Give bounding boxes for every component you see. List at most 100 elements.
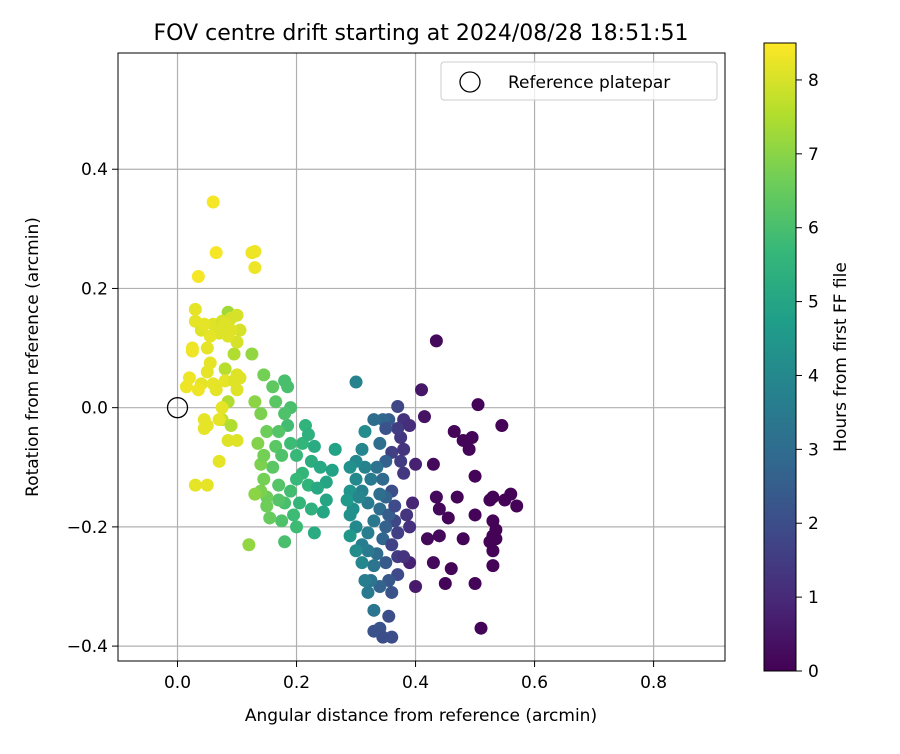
data-point (382, 609, 396, 623)
data-point (257, 448, 271, 462)
data-point (218, 362, 232, 376)
reference-marker (166, 397, 189, 419)
y-tick-label: 0.2 (81, 279, 108, 299)
data-point (370, 460, 384, 474)
data-point (367, 624, 381, 638)
x-tick-label: 0.4 (402, 673, 429, 693)
data-point (510, 499, 524, 513)
colorbar-tick-label: 5 (808, 293, 819, 313)
legend-entry-reference: Reference platepar (508, 73, 670, 93)
data-point (251, 436, 265, 450)
data-point (284, 436, 298, 450)
x-axis-label: Angular distance from reference (arcmin) (245, 706, 597, 726)
data-point (185, 344, 199, 358)
data-point (254, 407, 268, 421)
data-point (358, 425, 372, 439)
data-point (260, 499, 274, 513)
colorbar: 0 1 2 3 4 5 6 7 8 Hours from first FF file (763, 42, 851, 682)
colorbar-tick-label: 2 (808, 514, 819, 534)
data-point (432, 502, 446, 516)
data-point (391, 399, 405, 413)
data-point (263, 511, 277, 525)
data-point (275, 448, 289, 462)
data-point (200, 365, 214, 379)
data-point (290, 448, 304, 462)
data-point (486, 559, 500, 573)
data-point (203, 329, 217, 343)
data-point (486, 544, 500, 558)
data-point (385, 630, 399, 644)
reference-platepar-marker (166, 397, 189, 419)
data-point (462, 442, 476, 456)
data-point (179, 380, 193, 394)
data-point (468, 508, 482, 522)
data-point (406, 496, 420, 510)
data-point (420, 532, 434, 546)
data-point (367, 413, 381, 427)
data-point (498, 493, 512, 507)
data-point (349, 544, 363, 558)
data-point (489, 532, 503, 546)
x-tick-label: 0.0 (164, 673, 191, 693)
plot-area: 0.0 0.2 0.4 0.6 0.8 −0.4 −0.2 0.0 0.2 0.4 (67, 52, 726, 693)
y-axis-label: Rotation from reference (arcmin) (23, 217, 43, 497)
data-point (304, 502, 318, 516)
data-point (391, 526, 405, 540)
data-point (218, 374, 232, 388)
data-point (278, 407, 292, 421)
chart-title: FOV centre drift starting at 2024/08/28 … (154, 21, 689, 46)
colorbar-tick-label: 0 (808, 662, 819, 682)
x-axis-ticks: 0.0 0.2 0.4 0.6 0.8 (164, 661, 667, 693)
data-point (361, 585, 375, 599)
x-tick-label: 0.6 (521, 673, 548, 693)
data-point (206, 195, 220, 209)
data-point (343, 529, 357, 543)
data-point (272, 478, 286, 492)
data-point (367, 559, 381, 573)
data-points (179, 195, 524, 644)
data-point (227, 347, 241, 361)
legend: Reference platepar (440, 61, 718, 101)
data-point (188, 302, 202, 316)
data-point (248, 395, 262, 409)
y-tick-label: 0.0 (81, 399, 108, 419)
data-point (266, 460, 280, 474)
x-tick-label: 0.8 (640, 673, 667, 693)
data-point (474, 621, 488, 635)
data-point (352, 490, 366, 504)
data-point (441, 511, 455, 525)
data-point (450, 490, 464, 504)
data-point (394, 454, 408, 468)
data-point (284, 484, 298, 498)
data-point (391, 422, 405, 436)
data-point (200, 478, 214, 492)
data-point (349, 472, 363, 486)
data-point (212, 413, 226, 427)
data-point (432, 529, 446, 543)
y-tick-label: −0.2 (67, 518, 108, 538)
data-point (224, 419, 238, 433)
y-tick-label: −0.4 (67, 637, 108, 657)
data-point (212, 454, 226, 468)
data-point (403, 520, 417, 534)
y-axis-ticks: −0.4 −0.2 0.0 0.2 0.4 (67, 160, 118, 657)
data-point (355, 556, 369, 570)
colorbar-tick-label: 4 (808, 366, 819, 386)
data-point (230, 308, 244, 322)
data-point (290, 520, 304, 534)
legend-box (440, 61, 718, 101)
data-point (325, 463, 339, 477)
data-point (257, 368, 271, 382)
legend-reference-marker (459, 71, 481, 93)
data-point (343, 508, 357, 522)
data-point (310, 481, 324, 495)
colorbar-tick-label: 3 (808, 440, 819, 460)
data-point (266, 380, 280, 394)
plot-background (118, 53, 725, 661)
colorbar-label: Hours from first FF file (831, 262, 851, 452)
colorbar-gradient (763, 42, 797, 672)
data-point (278, 535, 292, 549)
data-point (417, 410, 431, 424)
data-point (248, 244, 262, 258)
data-point (221, 433, 235, 447)
